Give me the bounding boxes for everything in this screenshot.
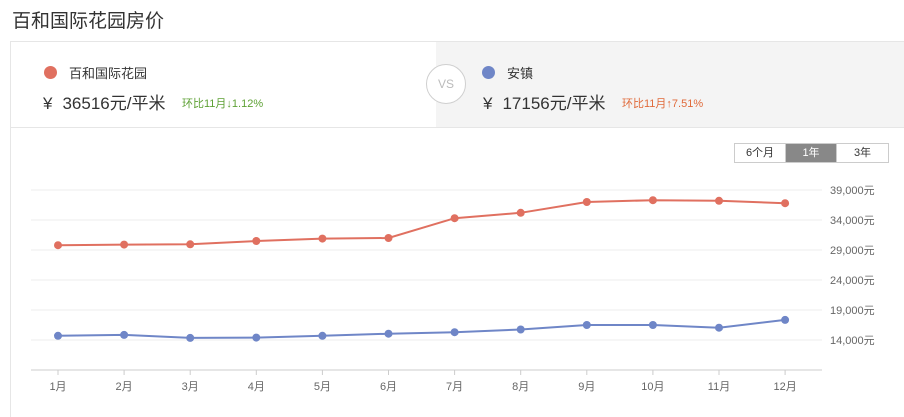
series-2-point	[450, 328, 459, 337]
left-currency: ¥	[43, 94, 53, 113]
range-3-years-button[interactable]: 3年	[837, 144, 888, 162]
left-change: 环比11月↓1.12%	[182, 98, 264, 110]
y-tick-label: 39,000元	[830, 185, 875, 197]
x-tick-label: 6月	[380, 381, 397, 393]
series-2-point	[186, 333, 195, 342]
x-tick-label: 12月	[773, 381, 796, 393]
compare-left: 百和国际花园 ¥36516元/平米 环比11月↓1.12%	[11, 42, 436, 127]
range-switch: 6个月 1年 3年	[734, 143, 889, 163]
y-tick-label: 24,000元	[830, 275, 875, 287]
right-change: 环比11月↑7.51%	[622, 98, 704, 110]
series-2-point	[715, 323, 723, 332]
right-price: ¥17156元/平米	[483, 89, 605, 114]
series-2-point	[384, 329, 393, 338]
series-1-point	[120, 240, 129, 249]
y-tick-label: 14,000元	[830, 335, 875, 347]
series-line-1	[57, 199, 786, 247]
series-2-point	[781, 315, 790, 324]
series-2-point	[582, 321, 591, 329]
series-2-point	[54, 331, 62, 340]
series-2-point	[252, 333, 261, 342]
x-tick-label: 9月	[578, 381, 595, 393]
left-color-dot	[44, 66, 57, 79]
x-tick-label: 8月	[512, 381, 529, 393]
range-1-year-button[interactable]: 1年	[786, 144, 837, 162]
left-price-value: 36516元/平米	[62, 94, 166, 113]
x-tick-label: 10月	[641, 381, 664, 393]
series-1-point	[781, 199, 790, 208]
x-tick-label: 3月	[182, 381, 199, 393]
page-title: 百和国际花园房价	[12, 11, 165, 32]
series-line-2	[57, 318, 786, 339]
series-2-point	[318, 331, 327, 340]
x-tick-label: 5月	[314, 381, 331, 393]
right-color-dot	[482, 66, 495, 79]
series-1-point	[318, 234, 327, 243]
y-tick-label: 34,000元	[830, 215, 875, 227]
right-name: 安镇	[507, 66, 534, 81]
y-tick-label: 19,000元	[830, 305, 875, 317]
price-card: 百和国际花园 ¥36516元/平米 环比11月↓1.12% 安镇 ¥17156元…	[10, 41, 904, 417]
compare-panel: 百和国际花园 ¥36516元/平米 环比11月↓1.12% 安镇 ¥17156元…	[11, 42, 904, 128]
x-tick-label: 4月	[248, 381, 265, 393]
series-1-point	[450, 214, 459, 223]
series-1-point	[186, 240, 195, 249]
x-tick-label: 11月	[708, 381, 730, 393]
x-tick-label: 2月	[116, 381, 133, 393]
right-currency: ¥	[483, 94, 493, 113]
left-name: 百和国际花园	[69, 66, 148, 81]
x-tick-label: 1月	[49, 381, 66, 393]
right-price-value: 17156元/平米	[502, 94, 606, 113]
series-1-point	[715, 196, 723, 205]
series-1-point	[516, 208, 525, 217]
series-1-point	[54, 241, 62, 250]
series-1-point	[252, 237, 261, 245]
series-1-point	[384, 234, 393, 242]
x-tick-label: 7月	[446, 381, 463, 393]
left-price: ¥36516元/平米	[43, 89, 165, 114]
series-2-point	[648, 321, 657, 329]
series-1-point	[648, 196, 657, 205]
series-1-point	[582, 198, 591, 206]
compare-right: 安镇 ¥17156元/平米 环比11月↑7.51%	[436, 42, 904, 127]
vs-badge: VS	[426, 64, 466, 104]
series-2-point	[516, 325, 525, 334]
series-2-point	[120, 330, 129, 339]
range-6-months-button[interactable]: 6个月	[735, 144, 786, 162]
y-tick-label: 29,000元	[830, 245, 875, 257]
